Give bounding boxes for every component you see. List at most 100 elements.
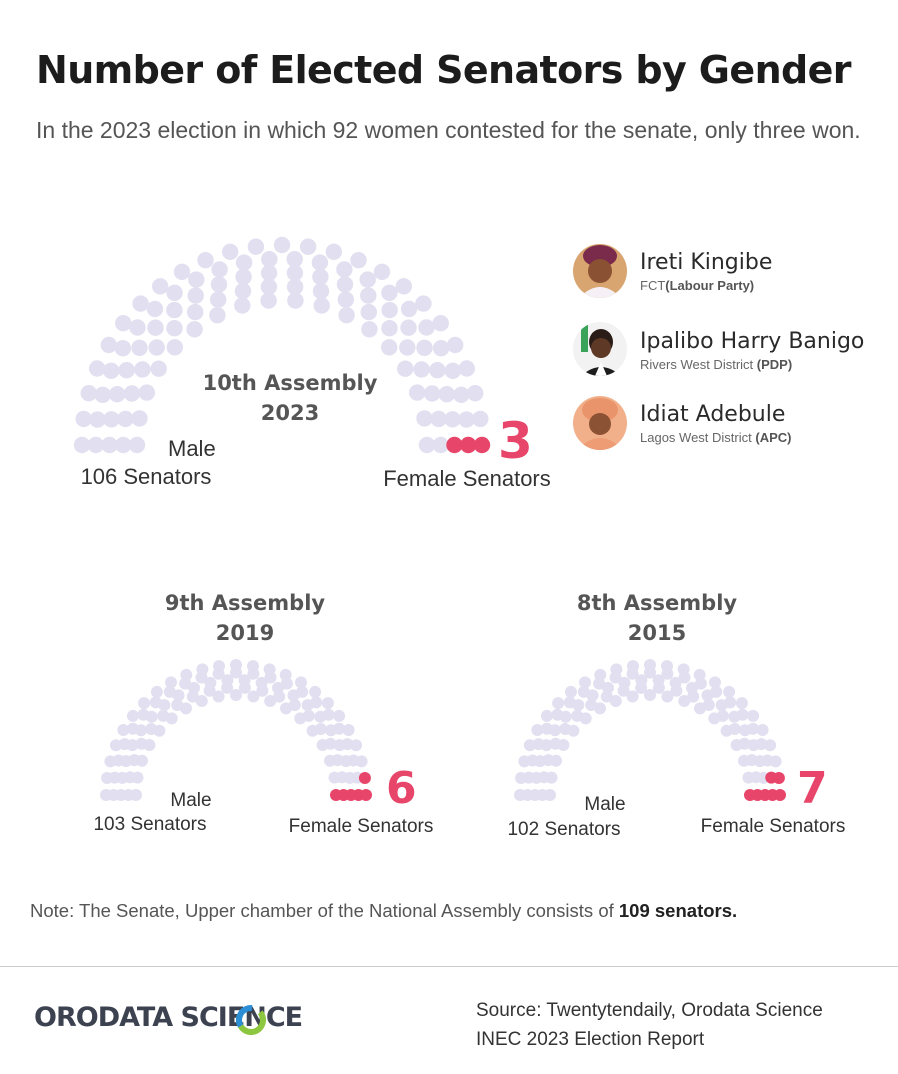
male-seat — [299, 238, 317, 255]
male-seat — [115, 436, 132, 454]
male-seat — [430, 410, 447, 428]
male-seat — [635, 674, 648, 687]
female-seat — [360, 789, 372, 801]
male-seat — [724, 696, 737, 709]
male-seat — [572, 699, 585, 712]
male-seat — [687, 690, 700, 703]
male-seat — [359, 271, 376, 288]
male-seat — [769, 755, 782, 768]
female-seat — [460, 436, 477, 454]
male-seat — [150, 685, 163, 698]
male-seat — [117, 410, 134, 428]
source-line-1: Source: Twentytendaily, Orodata Science — [476, 1000, 823, 1021]
male-seat — [311, 254, 329, 271]
male-seat — [702, 699, 715, 711]
male-seat — [432, 340, 450, 357]
male-seat — [256, 684, 269, 697]
senator-name: Ireti Kingibe — [640, 250, 773, 275]
male-seat — [397, 360, 414, 377]
female-seat — [446, 436, 463, 454]
male-seat — [333, 722, 346, 735]
female-seat — [759, 789, 771, 801]
male-seat — [153, 724, 166, 737]
senator-name: Idiat Adebule — [640, 402, 786, 427]
male-seat — [312, 268, 329, 285]
male-seat — [210, 291, 227, 308]
male-seat — [235, 268, 252, 285]
male-seat — [221, 674, 234, 687]
male-seat — [172, 689, 185, 702]
male-seat — [333, 709, 346, 722]
male-seat — [273, 236, 291, 254]
male-seat — [148, 339, 165, 356]
male-seat — [187, 287, 204, 304]
hemicycle-8th-assembly: 8th Assembly 2015 Male 102 Senators 7 Fe… — [507, 591, 845, 840]
male-seat — [694, 677, 707, 690]
male-seat — [360, 303, 377, 321]
male-seat — [594, 668, 607, 681]
male-seat — [188, 271, 205, 288]
male-seat — [118, 362, 135, 379]
male-seat — [579, 712, 592, 725]
male-seat — [432, 315, 449, 332]
male-seat — [325, 243, 342, 260]
male-seat — [350, 739, 363, 752]
male-seat — [288, 699, 301, 711]
male-seat — [195, 695, 208, 707]
male-seat — [418, 436, 436, 454]
male-seat — [453, 386, 470, 403]
senator-name: Ipalibo Harry Banigo — [640, 329, 865, 354]
male-seat — [296, 685, 309, 698]
male-seat — [136, 754, 148, 767]
female-seat — [473, 436, 491, 454]
male-seat — [143, 739, 156, 751]
male-seat — [101, 436, 118, 454]
male-seat — [230, 659, 242, 671]
male-seat — [661, 667, 674, 680]
hemicycle-9th-assembly: 9th Assembly 2019 Male 103 Senators 6 Fe… — [93, 591, 433, 837]
female-seat — [358, 772, 371, 784]
male-seat — [467, 385, 484, 402]
male-seat — [187, 303, 204, 321]
male-seat — [129, 319, 146, 336]
male-seat — [165, 712, 178, 725]
male-seat — [670, 684, 683, 697]
male-seat — [260, 292, 277, 309]
male-seat — [552, 697, 565, 710]
male-seat — [264, 695, 277, 707]
hemicycle-10th-assembly: 10th Assembly 2023 Male 106 Senators 3 F… — [73, 236, 551, 491]
male-seat — [165, 676, 177, 689]
male-seat — [210, 276, 228, 293]
male-seat — [286, 278, 304, 295]
male-seat — [211, 261, 228, 278]
male-seat — [764, 739, 777, 752]
male-seat — [579, 676, 591, 689]
male-seat — [310, 696, 323, 709]
male-seat — [313, 297, 330, 314]
male-seat — [186, 321, 203, 338]
male-seat — [212, 690, 225, 703]
male-count-label: 103 Senators — [93, 814, 206, 835]
male-seat — [644, 659, 656, 671]
female-seat — [345, 789, 357, 801]
male-seat — [618, 676, 631, 689]
male-seat — [652, 681, 665, 694]
male-seat — [559, 710, 572, 723]
male-seat — [180, 702, 192, 715]
assembly-year: 2019 — [216, 621, 274, 645]
male-seat — [400, 319, 417, 336]
male-seat — [423, 385, 441, 402]
male-seat — [260, 278, 278, 295]
male-seat — [736, 708, 749, 721]
male-seat — [444, 362, 461, 379]
male-seat — [678, 695, 691, 707]
male-seat — [128, 436, 146, 454]
male-seat — [336, 276, 354, 293]
male-seat — [564, 685, 577, 698]
male-seat — [602, 681, 614, 694]
male-seat — [567, 724, 580, 737]
male-seat — [610, 663, 623, 676]
male-seat — [80, 385, 98, 402]
male-seat — [413, 361, 430, 378]
male-seat — [152, 278, 169, 295]
